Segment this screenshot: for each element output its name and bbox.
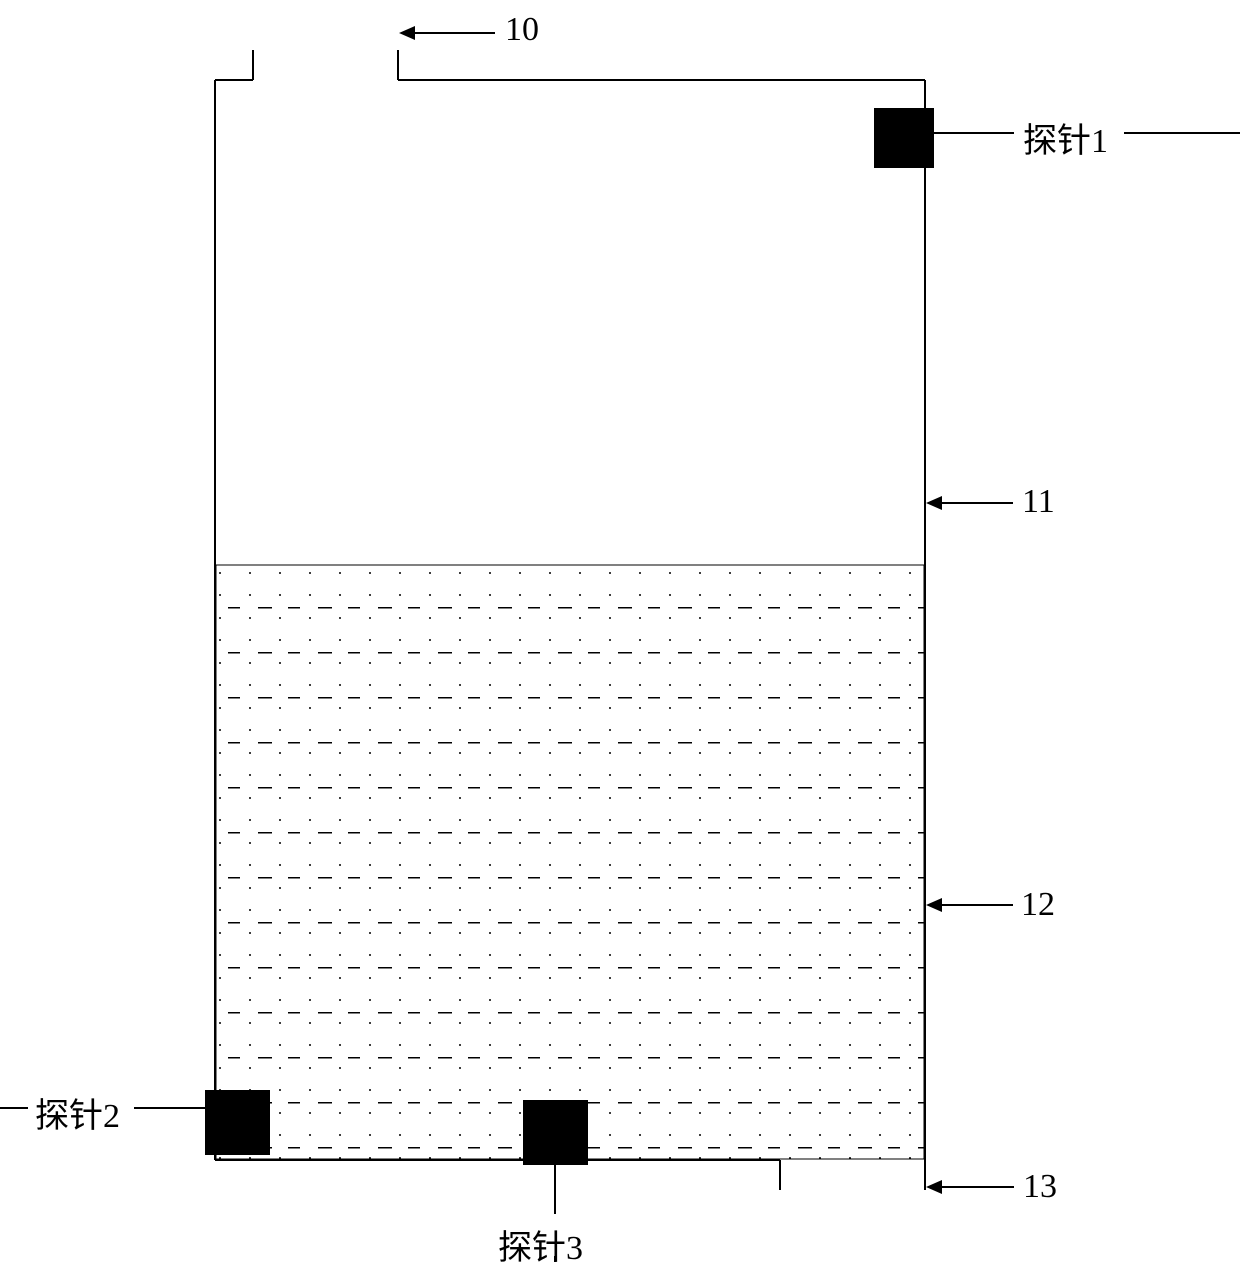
leader-10 [399, 26, 495, 40]
probe-1 [874, 108, 934, 168]
leader-11 [926, 496, 1013, 510]
liquid-region [216, 565, 924, 1159]
label-10: 10 [505, 11, 539, 49]
leader-12 [926, 898, 1013, 912]
leader-13 [926, 1180, 1014, 1194]
label-probe-1: 探针1 [1023, 113, 1108, 162]
label-11: 11 [1022, 483, 1055, 521]
inlet [253, 50, 398, 80]
diagram-svg [0, 0, 1240, 1262]
probe-3 [523, 1100, 588, 1165]
probe-2 [205, 1090, 270, 1155]
outlet [780, 1160, 925, 1190]
label-12: 12 [1021, 886, 1055, 924]
label-13: 13 [1023, 1168, 1057, 1206]
label-probe-2: 探针2 [35, 1088, 120, 1137]
